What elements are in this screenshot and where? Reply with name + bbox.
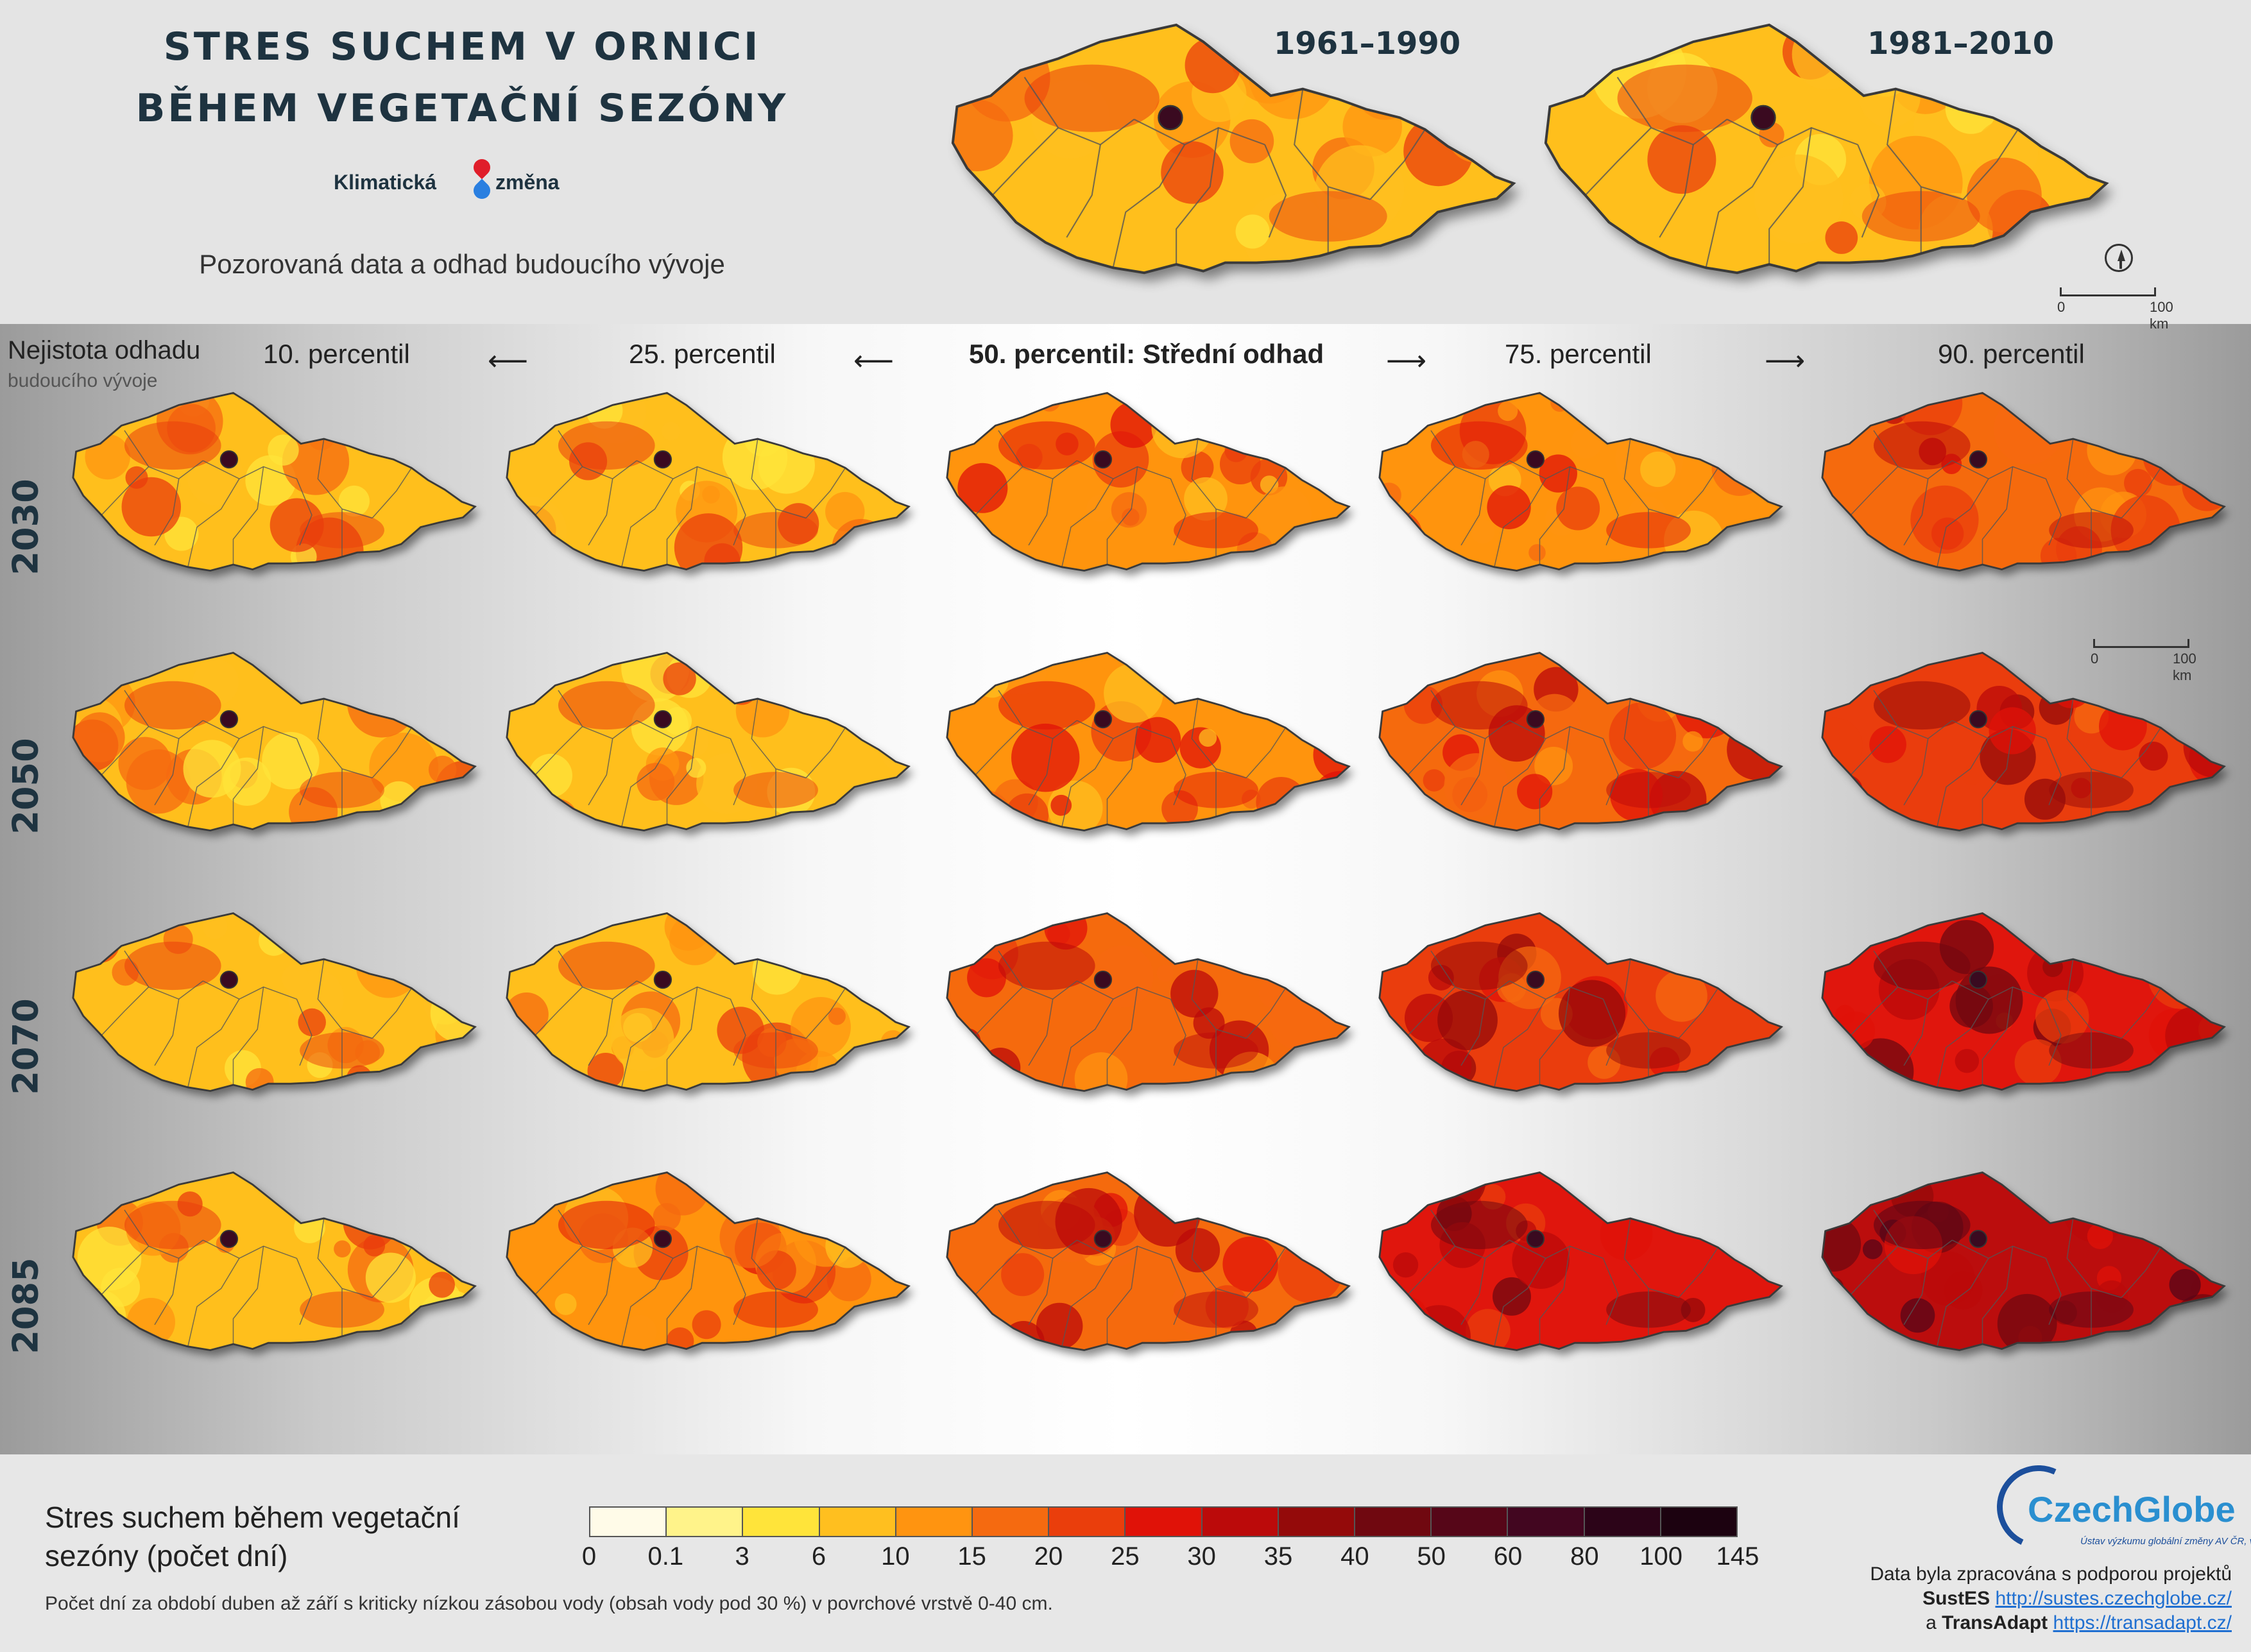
legend-tick-label: 40	[1340, 1542, 1369, 1571]
map-2030-p90	[1807, 388, 2230, 575]
legend-swatch	[1508, 1508, 1585, 1536]
logo-text-right: změna	[495, 171, 560, 194]
column-label-p10: 10. percentil	[263, 339, 410, 369]
legend-swatch	[1278, 1508, 1356, 1536]
legend-tick-label: 100	[1639, 1542, 1683, 1571]
legend-tick-label: 10	[881, 1542, 910, 1571]
legend-swatch	[1049, 1508, 1126, 1536]
uncertainty-sublabel: budoucího vývoje	[8, 370, 158, 391]
column-label-p75: 75. percentil	[1505, 339, 1652, 369]
legend-tick-label: 60	[1493, 1542, 1523, 1571]
project1-name: SustES	[1922, 1588, 1990, 1609]
legend-tick-label: 50	[1417, 1542, 1446, 1571]
legend-swatch	[1202, 1508, 1279, 1536]
map-2030-p75	[1364, 388, 1788, 575]
scale-label: 100 km	[2173, 651, 2196, 683]
legend-note: Počet dní za období duben až září s krit…	[45, 1593, 1053, 1614]
klimaticka-zmena-logo: Klimatická změna	[334, 155, 590, 204]
map-2050-p75	[1364, 648, 1788, 835]
map-2070-p90	[1807, 908, 2230, 1096]
legend-tick-label: 6	[811, 1542, 826, 1571]
credits-conj: a	[1926, 1612, 1937, 1633]
project2-name: TransAdapt	[1942, 1612, 2048, 1633]
credits-line1: Data byla zpracována s podporou projektů	[1870, 1563, 2232, 1585]
arrow-left-icon: ⟵	[853, 345, 894, 377]
arrow-right-icon: ⟶	[1765, 345, 1806, 377]
map-2085-p75	[1364, 1168, 1788, 1355]
legend-title-line2: sezóny (počet dní)	[45, 1539, 288, 1572]
arrow-right-icon: ⟶	[1386, 345, 1427, 377]
map-2070-p10	[58, 908, 481, 1096]
map-2050-p50	[932, 648, 1355, 835]
legend-tick-label: 3	[735, 1542, 749, 1571]
legend-tick-label: 0	[581, 1542, 597, 1571]
scale-zero: 0	[2057, 299, 2066, 315]
czechglobe-subtitle: Ústav výzkumu globální změny AV ČR, v. v…	[2080, 1536, 2251, 1547]
legend-swatch	[1661, 1508, 1737, 1536]
scale-bar-grid: 0 100 km	[2091, 639, 2196, 683]
column-label-p90: 90. percentil	[1938, 339, 2085, 369]
map-2070-p50	[932, 908, 1355, 1096]
legend-swatch	[590, 1508, 667, 1536]
map-2030-p50	[932, 388, 1355, 575]
map-2030-p25	[492, 388, 915, 575]
legend-swatch	[1355, 1508, 1432, 1536]
legend-band	[0, 1454, 2251, 1652]
map-observed-1961-1990	[932, 18, 1522, 280]
arrow-left-icon: ⟵	[488, 345, 529, 377]
map-2085-p50	[932, 1168, 1355, 1355]
project1-link[interactable]: http://sustes.czechglobe.cz/	[1995, 1588, 2232, 1609]
logo-text-left: Klimatická	[334, 171, 437, 194]
legend-title-line1: Stres suchem během vegetační	[45, 1501, 460, 1534]
legend-tick-label: 145	[1716, 1542, 1759, 1571]
page-title-line1: STRES SUCHEM V ORNICI	[163, 24, 761, 69]
legend-swatch	[743, 1508, 820, 1536]
page-subtitle: Pozorovaná data a odhad budoucího vývoje	[199, 249, 725, 279]
legend-tick-label: 35	[1263, 1542, 1293, 1571]
legend-swatch	[896, 1508, 973, 1536]
scale-zero: 0	[2091, 651, 2099, 667]
legend-tick-label: 20	[1034, 1542, 1063, 1571]
north-arrow-icon	[2105, 244, 2133, 272]
map-2050-p90	[1807, 648, 2230, 835]
czechglobe-logo: CzechGlobe Ústav výzkumu globální změny …	[1985, 1453, 2251, 1561]
czechglobe-name: CzechGlobe	[2028, 1489, 2236, 1529]
legend-swatch	[1432, 1508, 1509, 1536]
legend-tick-label: 30	[1187, 1542, 1216, 1571]
legend-tick-label: 25	[1111, 1542, 1140, 1571]
map-2085-p10	[58, 1168, 481, 1355]
legend-tick-label: 0.1	[647, 1542, 684, 1571]
credits-line2: SustES http://sustes.czechglobe.cz/	[1922, 1588, 2232, 1610]
blue-drop-icon	[470, 178, 494, 203]
map-2070-p75	[1364, 908, 1788, 1096]
legend-tick-label: 80	[1570, 1542, 1599, 1571]
map-2070-p25	[492, 908, 915, 1096]
legend-swatch	[667, 1508, 744, 1536]
scale-bar-observed: 0 100 km	[2057, 287, 2173, 332]
column-label-p25: 25. percentil	[629, 339, 776, 369]
map-observed-1981-2010	[1525, 18, 2115, 280]
map-2085-p25	[492, 1168, 915, 1355]
map-2050-p25	[492, 648, 915, 835]
legend-swatch	[1584, 1508, 1661, 1536]
map-2085-p90	[1807, 1168, 2230, 1355]
legend-swatch	[973, 1508, 1050, 1536]
credits-line3: a TransAdapt https://transadapt.cz/	[1926, 1612, 2232, 1634]
column-label-p50: 50. percentil: Střední odhad	[969, 339, 1324, 369]
map-2030-p10	[58, 388, 481, 575]
legend-swatch	[819, 1508, 896, 1536]
legend-tick-label: 15	[957, 1542, 986, 1571]
scale-label: 100 km	[2150, 299, 2173, 332]
uncertainty-label: Nejistota odhadu	[8, 336, 201, 364]
period-label-1961-1990: 1961–1990	[1274, 26, 1461, 62]
period-label-1981-2010: 1981–2010	[1867, 26, 2055, 62]
project2-link[interactable]: https://transadapt.cz/	[2053, 1612, 2232, 1633]
red-drop-icon	[470, 155, 494, 180]
map-2050-p10	[58, 648, 481, 835]
page-title-line2: BĚHEM VEGETAČNÍ SEZÓNY	[135, 86, 789, 131]
legend-swatch	[1126, 1508, 1203, 1536]
legend-color-bar	[589, 1506, 1738, 1537]
